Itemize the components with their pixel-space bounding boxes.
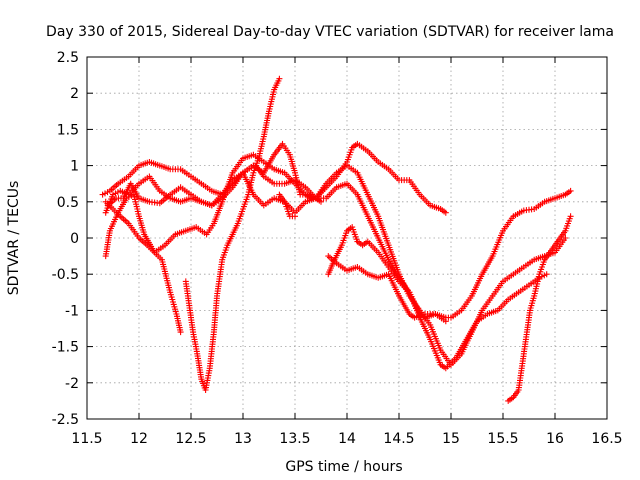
data-series-track-5	[102, 140, 449, 216]
data-series-track-6	[182, 75, 283, 393]
x-tick-label: 14.5	[383, 431, 414, 447]
x-tick-label: 16	[546, 431, 564, 447]
y-tick-label: 0	[70, 231, 79, 247]
x-tick-label: 11.5	[71, 431, 102, 447]
data-series-track-9	[325, 253, 449, 325]
data-series-track-10	[505, 213, 574, 404]
y-tick-label: 2.5	[57, 50, 79, 66]
data-layer	[99, 75, 574, 404]
y-axis-label: SDTVAR / TECUs	[6, 181, 22, 296]
y-tick-label: -1	[65, 303, 79, 319]
plot-frame	[86, 56, 608, 420]
data-series-track-7	[276, 191, 298, 220]
data-series-track-4	[99, 159, 569, 368]
x-tick-label: 14	[338, 431, 356, 447]
y-tick-label: 2	[70, 86, 79, 102]
axis-layer: 11.5 12 12.5 13 13.5 14 14.5 15 15.5 16 16.5-2.5-2…	[52, 50, 623, 447]
x-tick-label: 12	[130, 431, 148, 447]
y-tick-label: -2.5	[52, 412, 79, 428]
data-series-track-1	[102, 191, 184, 336]
chart-title: Day 330 of 2015, Sidereal Day-to-day VTE…	[46, 24, 614, 40]
x-tick-label: 15	[442, 431, 460, 447]
y-tick-label: 0.5	[57, 195, 79, 211]
y-tick-label: 1.5	[57, 122, 79, 138]
x-tick-label: 13	[234, 431, 252, 447]
x-tick-label: 15.5	[487, 431, 518, 447]
y-tick-label: 1	[70, 159, 79, 175]
x-tick-label: 13.5	[279, 431, 310, 447]
y-tick-label: -2	[65, 376, 79, 392]
grid-layer	[87, 57, 607, 419]
x-tick-label: 16.5	[591, 431, 622, 447]
y-tick-label: -1.5	[52, 340, 79, 356]
x-axis-label: GPS time / hours	[285, 459, 402, 475]
y-tick-label: -0.5	[52, 267, 79, 283]
x-tick-label: 12.5	[175, 431, 206, 447]
